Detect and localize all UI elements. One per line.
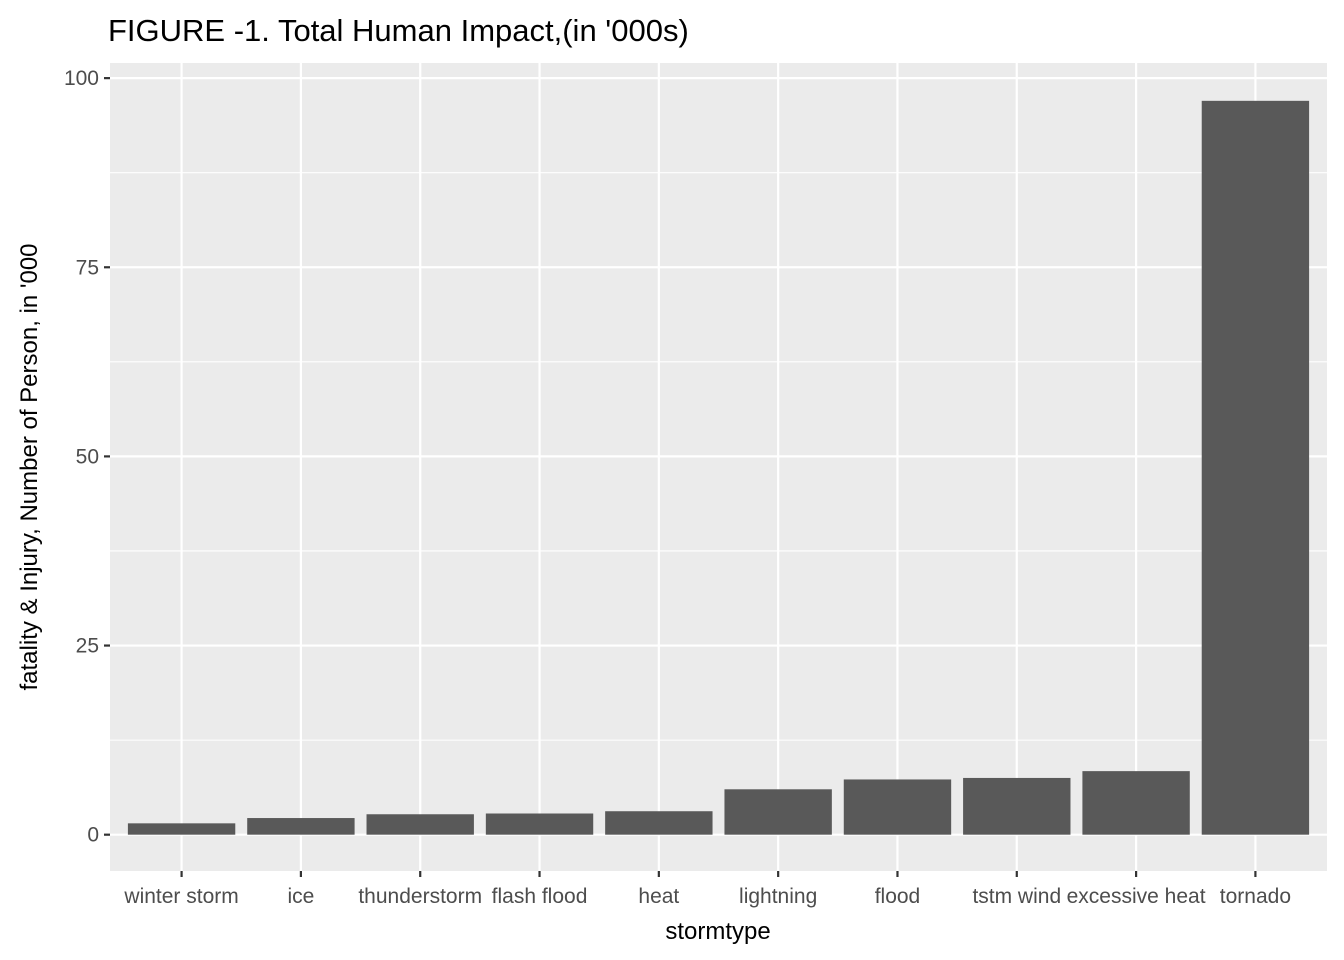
x-tick-label: thunderstorm (358, 885, 482, 908)
x-tick-label: tornado (1220, 885, 1291, 908)
bar (485, 813, 594, 835)
y-tick-label: 0 (87, 824, 99, 847)
y-tick-label: 25 (76, 635, 99, 658)
y-tick-label: 100 (64, 67, 99, 90)
bar (724, 789, 832, 835)
chart-title: FIGURE -1. Total Human Impact,(in '000s) (108, 13, 689, 48)
bar (963, 777, 1071, 835)
y-axis-title: fatality & Injury, Number of Person, in … (16, 243, 43, 690)
x-tick-label: flash flood (492, 885, 588, 908)
x-tick-label: ice (287, 885, 314, 908)
bar (1201, 100, 1310, 835)
bar (1082, 771, 1190, 835)
x-tick-label: winter storm (123, 885, 238, 908)
bar (366, 814, 474, 835)
minor-gridlines (110, 172, 1327, 741)
x-tick-label: flood (875, 885, 921, 908)
y-tick-label: 75 (76, 256, 99, 279)
bar (247, 818, 355, 835)
plot-panel (110, 63, 1327, 871)
x-tick-label: lightning (739, 885, 817, 908)
bars (127, 100, 1310, 835)
bar (605, 811, 713, 835)
x-tick-label: excessive heat (1067, 885, 1206, 908)
major-gridlines (110, 63, 1327, 871)
bar (843, 779, 952, 835)
bar (127, 823, 236, 835)
y-axis: 0 25 50 75 100 (64, 67, 110, 847)
y-tick-label: 50 (76, 445, 99, 468)
x-tick-label: tstm wind (972, 885, 1061, 908)
x-axis-title: stormtype (665, 918, 770, 945)
x-axis: winter storm ice thunderstorm flash flood he… (123, 871, 1291, 908)
x-tick-label: heat (638, 885, 679, 908)
